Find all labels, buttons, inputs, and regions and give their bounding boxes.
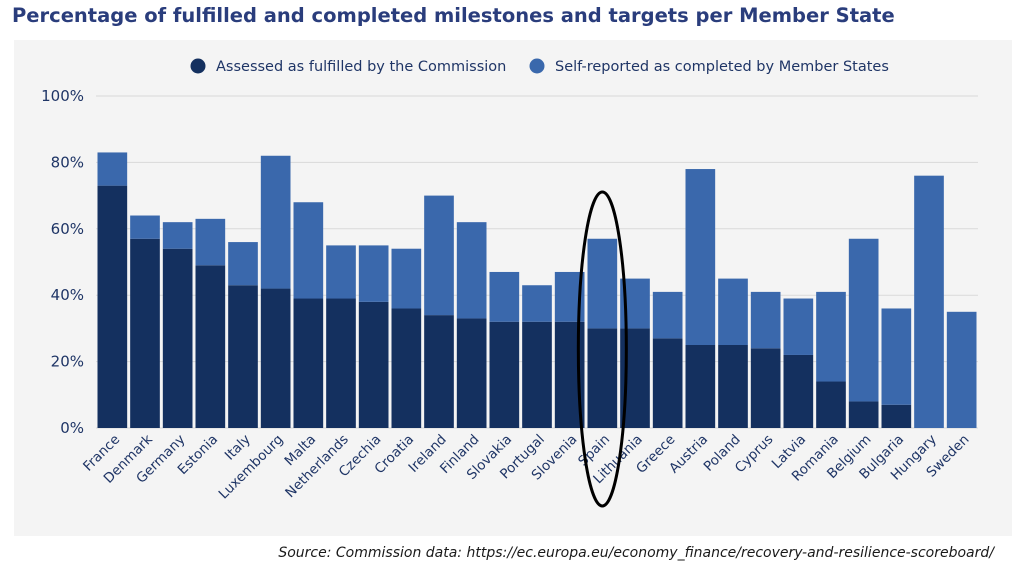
bars	[97, 152, 977, 428]
bar-cyprus-self-reported	[750, 291, 781, 349]
annotation-ellipse-spain	[576, 190, 628, 508]
bar-czechia-fulfilled	[358, 301, 389, 428]
source-note: Source: Commission data: https://ec.euro…	[278, 545, 994, 561]
bar-ireland-self-reported	[424, 195, 454, 316]
bar-belgium-fulfilled	[848, 401, 879, 428]
bar-croatia-self-reported	[391, 248, 422, 309]
bar-malta-self-reported	[293, 202, 324, 299]
bar-slovakia-fulfilled	[489, 321, 520, 428]
y-axis-ticks: 0% 20% 40% 60% 80% 100%	[41, 87, 84, 437]
y-tick-label-80: 80%	[51, 153, 84, 171]
bar-france-self-reported	[97, 152, 128, 186]
bar-romania-fulfilled	[816, 381, 846, 428]
bar-latvia-fulfilled	[783, 354, 814, 428]
bar-denmark-self-reported	[130, 215, 160, 239]
bar-luxembourg-fulfilled	[260, 288, 291, 428]
bar-malta-fulfilled	[293, 298, 324, 428]
bar-bulgaria-fulfilled	[881, 404, 912, 428]
legend-marker-fulfilled	[190, 58, 206, 74]
bar-france-fulfilled	[97, 185, 128, 428]
bar-denmark-fulfilled	[130, 238, 160, 428]
bar-luxembourg-self-reported	[260, 155, 291, 289]
bar-estonia-fulfilled	[195, 265, 226, 428]
bar-netherlands-fulfilled	[326, 298, 356, 428]
bar-germany-fulfilled	[162, 248, 193, 428]
bar-greece-fulfilled	[652, 338, 683, 428]
legend-label-self-reported: Self-reported as completed by Member Sta…	[555, 59, 889, 75]
bar-poland-self-reported	[718, 278, 748, 345]
bar-greece-self-reported	[652, 291, 683, 339]
bar-hungary-self-reported	[914, 175, 944, 428]
bar-croatia-fulfilled	[391, 308, 422, 428]
bar-poland-fulfilled	[718, 345, 748, 428]
bar-spain-fulfilled	[587, 328, 618, 428]
bar-finland-fulfilled	[456, 318, 487, 428]
bar-spain-self-reported	[587, 238, 618, 329]
bar-bulgaria-self-reported	[881, 308, 912, 405]
bar-austria-self-reported	[685, 169, 716, 345]
bar-italy-self-reported	[228, 242, 258, 286]
bar-czechia-self-reported	[358, 245, 389, 302]
bar-portugal-self-reported	[522, 285, 552, 322]
bar-portugal-fulfilled	[522, 321, 552, 428]
bar-romania-self-reported	[816, 291, 846, 382]
bar-belgium-self-reported	[848, 238, 879, 402]
y-tick-label-100: 100%	[41, 87, 84, 105]
legend-marker-self-reported	[529, 58, 545, 74]
bar-ireland-fulfilled	[424, 315, 454, 428]
bar-cyprus-fulfilled	[750, 348, 781, 428]
chart-title: Percentage of fulfilled and completed mi…	[12, 4, 895, 27]
y-tick-label-20: 20%	[51, 353, 84, 371]
bar-slovakia-self-reported	[489, 271, 520, 322]
y-tick-label-40: 40%	[51, 286, 84, 304]
y-tick-label-60: 60%	[51, 220, 84, 238]
bar-germany-self-reported	[162, 222, 193, 249]
bar-finland-self-reported	[456, 222, 487, 319]
bar-latvia-self-reported	[783, 298, 814, 355]
annotations	[576, 190, 628, 508]
bar-sweden-self-reported	[946, 311, 977, 428]
legend-label-fulfilled: Assessed as fulfilled by the Commission	[216, 59, 506, 75]
y-tick-label-0: 0%	[60, 419, 84, 437]
bar-austria-fulfilled	[685, 345, 716, 428]
legend: Assessed as fulfilled by the Commission S…	[190, 58, 889, 75]
bar-estonia-self-reported	[195, 218, 226, 266]
bar-netherlands-self-reported	[326, 245, 356, 299]
bar-italy-fulfilled	[228, 285, 258, 428]
